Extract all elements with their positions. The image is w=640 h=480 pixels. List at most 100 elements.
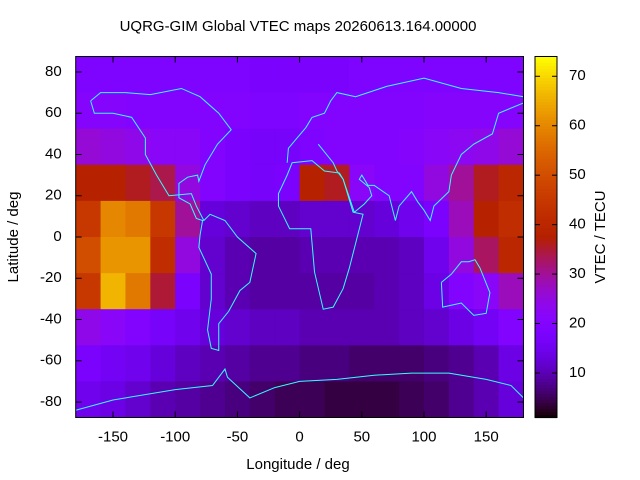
cell	[75, 92, 102, 130]
cell	[150, 345, 176, 382]
colorbar-swatch	[535, 215, 557, 220]
cell	[100, 56, 126, 94]
cell	[448, 237, 475, 274]
colorbar-swatch	[535, 65, 557, 70]
y-tick-label: 60	[45, 104, 62, 121]
coastline	[440, 259, 491, 316]
y-tick-label: 40	[45, 145, 62, 162]
colorbar-swatch	[535, 270, 557, 274]
cell	[224, 309, 251, 346]
cell	[224, 56, 251, 94]
colorbar-swatch	[535, 86, 557, 91]
colorbar-swatch	[535, 237, 557, 241]
cell	[473, 309, 500, 346]
cell	[100, 128, 126, 166]
colorbar-tick-label: 70	[569, 67, 586, 84]
colorbar-swatch	[535, 233, 557, 238]
cell	[498, 128, 524, 166]
colorbar-swatch	[535, 273, 557, 277]
cell	[224, 237, 251, 274]
colorbar-swatch	[535, 143, 557, 148]
cell	[374, 237, 400, 274]
cell	[150, 273, 176, 310]
cell	[75, 273, 102, 310]
colorbar-swatch	[535, 89, 557, 94]
colorbar-swatch	[535, 399, 557, 404]
cell	[399, 92, 425, 130]
cell	[423, 200, 450, 238]
colorbar-tick-label: 50	[569, 166, 586, 183]
cell	[448, 56, 475, 94]
cell	[448, 92, 475, 130]
axes: -150 -100 -50 0 50 100 150 -80 -60 -40 -20 0 20 40 60 8…	[40, 56, 524, 445]
colorbar-swatch	[535, 240, 557, 244]
colorbar-swatch	[535, 83, 557, 88]
heatmap	[75, 56, 524, 418]
cell	[448, 345, 475, 382]
colorbar-swatch	[535, 396, 557, 401]
coastline	[317, 102, 524, 222]
colorbar-swatch	[535, 393, 557, 398]
cell	[349, 237, 375, 274]
cell	[175, 273, 201, 310]
colorbar-swatch	[535, 336, 557, 340]
cell	[473, 128, 500, 166]
colorbar-swatch	[535, 128, 557, 133]
cell	[349, 128, 375, 166]
cell	[249, 345, 276, 382]
colorbar: 10 20 30 40 50 60 70	[534, 56, 586, 419]
x-tick-label: 0	[295, 428, 303, 445]
colorbar-swatch	[535, 98, 557, 103]
colorbar-swatch	[535, 267, 557, 271]
colorbar-swatch	[535, 405, 557, 410]
cell	[473, 92, 500, 130]
cell	[100, 200, 126, 238]
colorbar-swatch	[535, 62, 557, 67]
cell	[299, 92, 325, 130]
colorbar-swatch	[535, 330, 557, 334]
colorbar-swatch	[535, 146, 557, 151]
cell	[200, 92, 226, 130]
colorbar-swatch	[535, 71, 557, 76]
colorbar-swatch	[535, 161, 557, 166]
colorbar-swatch	[535, 324, 557, 328]
colorbar-swatch	[535, 360, 557, 364]
colorbar-swatch	[535, 411, 557, 416]
colorbar-swatch	[535, 173, 557, 178]
colorbar-swatch	[535, 312, 557, 316]
colorbar-swatch	[535, 113, 557, 118]
chart-title: UQRG-GIM Global VTEC maps 20260613.164.0…	[120, 18, 477, 35]
coastline	[75, 367, 524, 411]
cell	[324, 381, 350, 418]
y-tick-label: -40	[40, 310, 62, 327]
colorbar-swatch	[535, 125, 557, 130]
cell	[473, 345, 500, 382]
cell	[75, 200, 102, 238]
colorbar-swatch	[535, 179, 557, 184]
colorbar-swatch	[535, 119, 557, 124]
cell	[274, 92, 301, 130]
colorbar-swatch	[535, 155, 557, 160]
cell	[299, 56, 325, 94]
colorbar-label: VTEC / TECU	[592, 190, 609, 283]
colorbar-swatch	[535, 203, 557, 208]
cell	[448, 309, 475, 346]
colorbar-swatch	[535, 140, 557, 145]
colorbar-border	[534, 56, 558, 418]
cell	[498, 92, 524, 130]
cell	[349, 92, 375, 130]
colorbar-swatch	[535, 164, 557, 169]
cell	[224, 128, 251, 166]
colorbar-swatch	[535, 288, 557, 292]
cell	[249, 92, 276, 130]
colorbar-swatch	[535, 357, 557, 361]
cell	[150, 56, 176, 94]
colorbar-swatch	[535, 378, 557, 382]
cell	[423, 92, 450, 130]
colorbar-swatch	[535, 276, 557, 280]
cell	[299, 164, 325, 202]
colorbar-swatch	[535, 122, 557, 127]
colorbar-swatch	[535, 188, 557, 193]
cell	[399, 309, 425, 346]
colorbar-swatch	[535, 285, 557, 289]
